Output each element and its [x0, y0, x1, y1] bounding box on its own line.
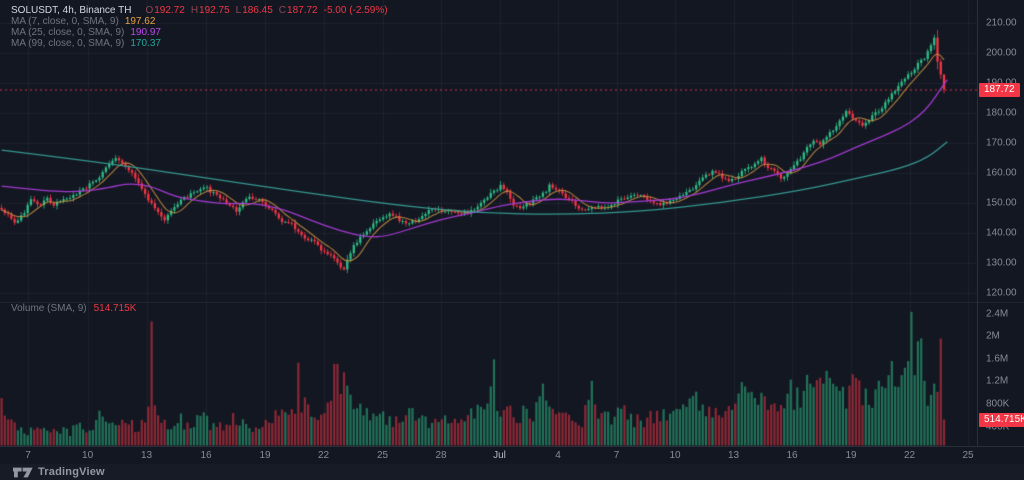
- time-tick-label: 25: [376, 450, 389, 461]
- time-tick-label: 13: [727, 450, 740, 461]
- bottom-bar: TradingView: [0, 464, 1024, 480]
- high-value: 192.75: [199, 5, 230, 16]
- ma25-legend-row[interactable]: MA (25, close, 0, SMA, 9) 190.97: [11, 27, 388, 38]
- time-tick-label: 25: [962, 450, 974, 461]
- tradingview-logo[interactable]: TradingView: [13, 466, 105, 478]
- open-value: 192.72: [154, 5, 185, 16]
- time-tick-label: 16: [200, 450, 212, 461]
- time-tick-label: 10: [82, 450, 94, 461]
- time-tick-label: 10: [669, 450, 681, 461]
- volume-pane-legend[interactable]: Volume (SMA, 9) 514.715K: [11, 303, 136, 314]
- axis-tick-label: 150.00: [986, 197, 1017, 209]
- time-tick-label: 19: [845, 450, 857, 461]
- ma99-value: 170.37: [130, 38, 161, 49]
- time-tick-label: 7: [25, 450, 31, 461]
- ma7-value: 197.62: [124, 16, 156, 27]
- axis-tick-label: 160.00: [986, 167, 1017, 179]
- ma7-legend-row[interactable]: MA (7, close, 0, SMA, 9) 197.62: [11, 16, 388, 27]
- axis-tick-label: 200.00: [986, 47, 1017, 59]
- time-tick-label: 19: [259, 450, 271, 461]
- volume-indicator-value: 514.715K: [93, 303, 137, 314]
- last-price-badge: 187.72: [979, 82, 1020, 97]
- time-tick-label: 16: [786, 450, 798, 461]
- time-tick-label: 13: [140, 450, 153, 461]
- tradingview-logo-text: TradingView: [38, 466, 105, 478]
- ma7-label: MA (7, close, 0, SMA, 9): [11, 16, 119, 27]
- close-letter: C: [278, 5, 287, 16]
- pane-divider[interactable]: [0, 302, 1024, 303]
- ma25-value: 190.97: [130, 27, 161, 38]
- axis-tick-label: 1.6M: [986, 353, 1009, 365]
- time-tick-label: 7: [613, 450, 620, 461]
- price-volume-chart-canvas[interactable]: [0, 0, 977, 446]
- volume-indicator-label: Volume (SMA, 9): [11, 303, 87, 314]
- axis-tick-label: 140.00: [986, 227, 1017, 239]
- low-letter: L: [235, 5, 242, 16]
- axis-tick-label: 1.2M: [986, 375, 1009, 387]
- axis-tick-label: 2M: [986, 330, 1000, 342]
- ma99-legend-row[interactable]: MA (99, close, 0, SMA, 9) 170.37: [11, 38, 388, 49]
- axis-tick-label: 210.00: [986, 17, 1017, 29]
- close-value: 187.72: [287, 5, 318, 16]
- axis-tick-label: 400K: [986, 421, 1010, 432]
- symbol-legend-row[interactable]: SOLUSDT, 4h, Binance TH O 192.72 H 192.7…: [11, 5, 388, 16]
- tradingview-logo-icon: [13, 467, 33, 477]
- axis-tick-label: 800K: [986, 398, 1010, 410]
- open-letter: O: [145, 5, 154, 16]
- axis-tick-label: 130.00: [986, 257, 1017, 269]
- time-tick-label: 22: [903, 450, 916, 461]
- last-volume-badge: 514.715K: [979, 412, 1024, 427]
- time-tick-label: 4: [555, 450, 561, 461]
- high-letter: H: [190, 5, 199, 16]
- change-value: -5.00 (-2.59%): [323, 5, 388, 16]
- low-value: 186.45: [242, 5, 273, 16]
- axis-tick-label: 170.00: [986, 137, 1017, 149]
- ma99-label: MA (99, close, 0, SMA, 9): [11, 38, 125, 49]
- ma25-label: MA (25, close, 0, SMA, 9): [11, 27, 125, 38]
- axis-tick-label: 120.00: [986, 287, 1017, 299]
- time-scale[interactable]: 7 10 13 16 19 22 25 28 Jul 4 7 10 13 16 19 22 25: [0, 446, 1024, 464]
- axis-tick-label: 2.4M: [986, 308, 1009, 319]
- time-tick-label: 22: [317, 450, 330, 461]
- axis-tick-label: 180.00: [986, 107, 1017, 119]
- time-tick-label: 28: [435, 450, 447, 461]
- price-scale[interactable]: 187.72 514.715K 210.00200.00190.00180.00…: [977, 0, 1024, 446]
- main-pane-legend: SOLUSDT, 4h, Binance TH O 192.72 H 192.7…: [11, 5, 388, 49]
- time-tick-label: Jul: [493, 450, 506, 461]
- symbol-title: SOLUSDT, 4h, Binance TH: [11, 5, 132, 16]
